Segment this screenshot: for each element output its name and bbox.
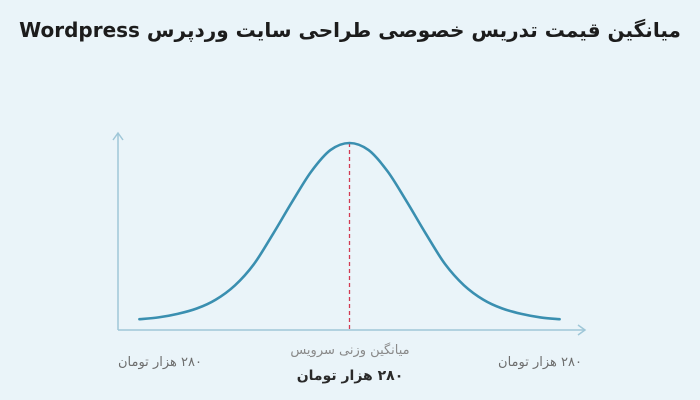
mean-caption: میانگین وزنی سرویس [290, 343, 410, 358]
x-label-left: ۲۸۰ هزار تومان [118, 355, 202, 370]
distribution-curve [138, 141, 561, 321]
x-label-right: ۲۸۰ هزار تومان [498, 355, 582, 370]
y-axis-arrow [112, 131, 124, 141]
mean-value: ۲۸۰ هزار تومان [296, 368, 404, 384]
x-axis-arrow [577, 324, 587, 336]
chart-title: میانگین قیمت تدریس خصوصی طراحی سایت وردپ… [19, 18, 681, 42]
